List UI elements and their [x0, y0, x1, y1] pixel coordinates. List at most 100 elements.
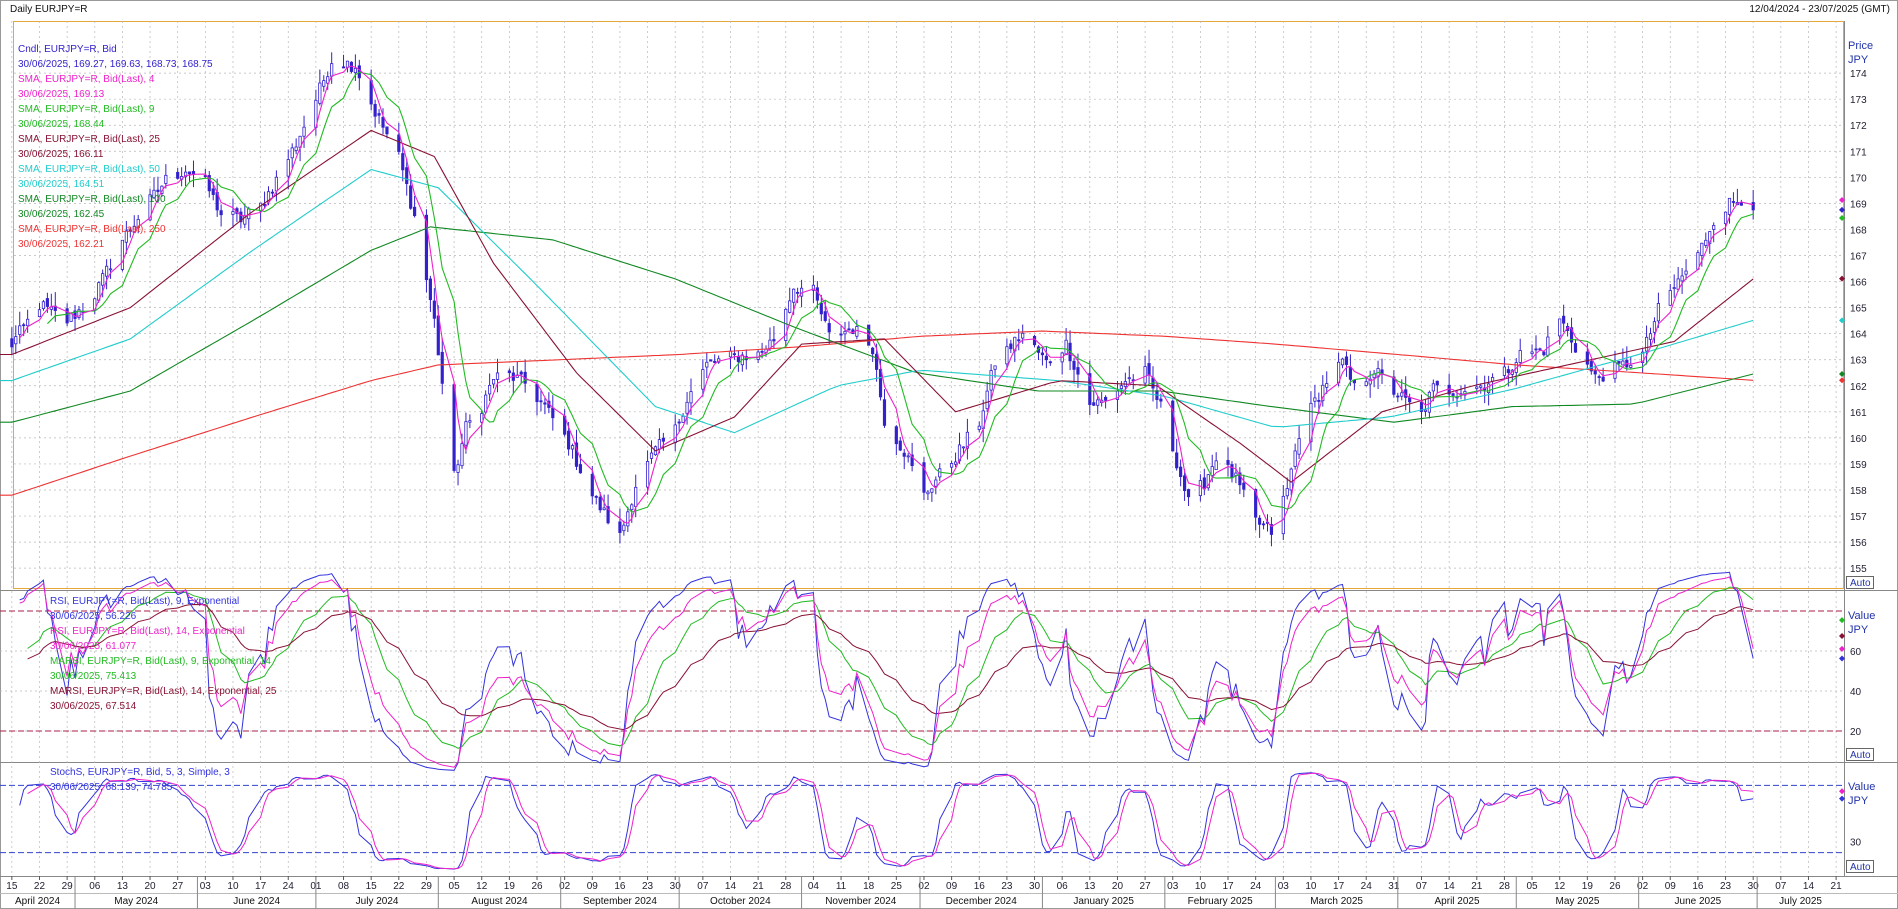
x-tick-label: 23 — [1001, 881, 1013, 892]
candle — [1096, 395, 1100, 415]
price-tick-label: 169 — [1850, 199, 1867, 210]
candle-body — [262, 204, 267, 206]
x-tick-label: 16 — [614, 881, 626, 892]
candle-body — [1613, 361, 1617, 379]
candle-body — [1641, 351, 1645, 363]
candle-body — [673, 424, 677, 444]
stoch-auto-button[interactable]: Auto — [1846, 860, 1874, 874]
candle-body — [965, 431, 969, 449]
stoch-d-line — [27, 772, 1754, 870]
candle — [1396, 392, 1400, 403]
candle-body — [875, 353, 879, 370]
candle-body — [1644, 336, 1649, 352]
candle-body — [341, 66, 346, 69]
x-tick-label: 18 — [863, 881, 875, 892]
candle-body — [1558, 318, 1562, 337]
legend-sma50-label: SMA, EURJPY=R, Bid(Last), 50 — [18, 164, 160, 175]
candle-body — [1589, 361, 1593, 372]
price-auto-button[interactable]: Auto — [1846, 576, 1874, 590]
candle-body — [713, 360, 717, 363]
candle-body — [507, 370, 511, 374]
candle — [1325, 371, 1329, 394]
grid — [0, 21, 1843, 875]
candle — [1463, 384, 1467, 401]
legend-sma4-value: 30/06/2025, 169.13 — [18, 89, 105, 100]
price-tick-label: 170 — [1850, 173, 1867, 184]
date-range: 12/04/2024 - 23/07/2025 (GMT) — [1749, 4, 1890, 15]
candle — [1479, 383, 1483, 394]
legend-rsi9-value: 30/06/2025, 56.226 — [50, 611, 137, 622]
candle-body — [1281, 495, 1285, 535]
candle — [180, 167, 184, 187]
candle-body — [49, 306, 53, 310]
x-tick-label: 06 — [1057, 881, 1069, 892]
candle — [286, 149, 290, 190]
legend-rsi9-label: RSI, EURJPY=R, Bid(Last), 9, Exponential — [50, 596, 239, 607]
legend-candle-label: Cndl, EURJPY=R, Bid — [18, 44, 117, 55]
candle — [164, 164, 168, 189]
candle — [953, 452, 958, 468]
candle — [1597, 374, 1601, 386]
month-label: June 2025 — [1675, 896, 1722, 907]
price-tick-label: 167 — [1850, 251, 1867, 262]
candle-body — [598, 496, 602, 511]
candle-body — [792, 288, 796, 303]
candle — [373, 99, 377, 128]
candle — [270, 189, 275, 198]
candle — [1629, 356, 1633, 369]
candle — [1344, 351, 1349, 377]
candle-body — [128, 229, 132, 232]
candle-body — [1727, 197, 1732, 215]
candle-body — [1009, 343, 1013, 350]
candle — [796, 287, 800, 303]
candle — [1254, 488, 1258, 531]
candle-body — [843, 330, 847, 335]
candle-body — [1368, 378, 1372, 385]
candle — [1530, 344, 1534, 358]
x-tick-label: 23 — [642, 881, 654, 892]
candle — [926, 489, 930, 500]
candle — [1293, 443, 1297, 470]
candle — [989, 364, 993, 401]
candle — [136, 214, 140, 234]
candle — [563, 408, 567, 437]
candle — [855, 319, 859, 340]
candle-body — [413, 206, 417, 217]
candle — [539, 390, 543, 412]
candle-body — [108, 268, 113, 271]
candle-body — [1254, 489, 1258, 518]
candle-body — [1700, 242, 1704, 256]
candle-body — [488, 384, 492, 395]
candle-body — [124, 230, 128, 243]
candle-body — [1285, 488, 1289, 497]
candle — [784, 307, 788, 348]
candle-body — [989, 370, 993, 391]
legend-sma100-label: SMA, EURJPY=R, Bid(Last), 100 — [18, 194, 166, 205]
candle-body — [1506, 369, 1510, 374]
candle — [1569, 317, 1574, 353]
candle — [219, 204, 223, 227]
candle-body — [1542, 351, 1546, 356]
candle-body — [677, 421, 681, 424]
candle — [262, 191, 267, 209]
rsi-tick-label: 60 — [1850, 647, 1862, 658]
candle — [318, 69, 322, 106]
price-tick-label: 168 — [1850, 225, 1867, 236]
candle — [1419, 394, 1424, 425]
candle-body — [732, 353, 737, 356]
candle — [717, 355, 721, 364]
candle — [1672, 274, 1676, 298]
x-tick-label: 17 — [1222, 881, 1234, 892]
candle — [322, 75, 326, 92]
candle-body — [37, 309, 42, 318]
candle-body — [1013, 336, 1017, 352]
rsi-auto-button[interactable]: Auto — [1846, 748, 1874, 762]
candle — [349, 61, 354, 74]
candle — [124, 220, 128, 254]
candle — [1704, 232, 1708, 248]
x-tick-label: 15 — [6, 881, 18, 892]
candle — [231, 198, 235, 229]
candle-body — [1182, 475, 1187, 491]
candle — [302, 115, 306, 148]
